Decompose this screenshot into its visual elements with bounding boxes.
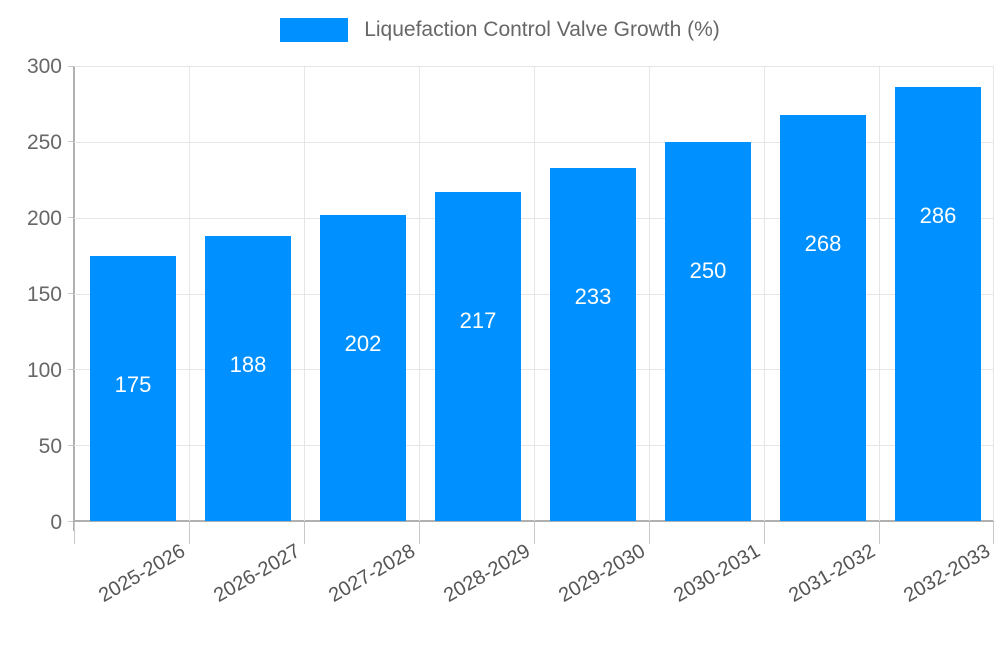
y-tick-mark-0 [68, 521, 75, 522]
vgridline-5 [649, 66, 650, 521]
legend-color-swatch-icon [280, 18, 349, 42]
bar-2027-2028[interactable]: 202 [320, 215, 406, 521]
y-tick-label-150: 150 [26, 283, 62, 306]
y-tick-mark-50 [68, 445, 75, 446]
bar-value-label: 188 [229, 352, 267, 377]
y-axis-spine [73, 66, 75, 531]
legend-label: Liquefaction Control Valve Growth (%) [364, 18, 720, 41]
y-tick-label-200: 200 [26, 207, 62, 230]
bar-2028-2029[interactable]: 217 [435, 192, 521, 521]
legend-item-series-0[interactable]: Liquefaction Control Valve Growth (%) [280, 18, 720, 42]
vgridline-2 [304, 66, 305, 521]
vgridline-1 [189, 66, 190, 521]
bar-value-label: 268 [804, 231, 842, 256]
x-tick-mark-0 [74, 522, 75, 544]
vgridline-8 [993, 66, 994, 521]
x-axis-spine [74, 520, 994, 522]
y-tick-mark-150 [68, 293, 75, 294]
vgridline-6 [764, 66, 765, 521]
x-tick-mark-8 [993, 522, 994, 544]
y-tick-label-100: 100 [26, 359, 62, 382]
bar-2026-2027[interactable]: 188 [205, 236, 291, 521]
y-tick-mark-200 [68, 217, 75, 218]
bar-2031-2032[interactable]: 268 [780, 115, 866, 521]
x-tick-mark-5 [649, 522, 650, 544]
bar-chart: Liquefaction Control Valve Growth (%) 0 … [0, 12, 1000, 607]
y-tick-label-300: 300 [26, 55, 62, 78]
x-tick-mark-3 [419, 522, 420, 544]
bar-2029-2030[interactable]: 233 [550, 168, 636, 521]
bar-2032-2033[interactable]: 286 [895, 87, 981, 521]
bar-value-label: 250 [689, 258, 727, 283]
plot-area: 175 188 202 217 233 250 268 286 [74, 66, 994, 521]
chart-legend: Liquefaction Control Valve Growth (%) [0, 12, 1000, 48]
bar-value-label: 202 [344, 331, 382, 356]
vgridline-4 [534, 66, 535, 521]
bar-value-label: 286 [919, 203, 957, 228]
vgridline-7 [879, 66, 880, 521]
y-tick-mark-300 [68, 66, 75, 67]
bar-value-label: 233 [574, 284, 612, 309]
bar-2025-2026[interactable]: 175 [90, 256, 176, 521]
y-tick-mark-100 [68, 369, 75, 370]
x-tick-mark-6 [764, 522, 765, 544]
x-tick-mark-7 [879, 522, 880, 544]
y-tick-mark-250 [68, 141, 75, 142]
y-tick-label-0: 0 [50, 511, 62, 534]
y-tick-label-250: 250 [26, 131, 62, 154]
y-tick-label-50: 50 [38, 435, 62, 458]
x-tick-mark-2 [304, 522, 305, 544]
bar-value-label: 217 [459, 308, 497, 333]
x-tick-mark-1 [189, 522, 190, 544]
vgridline-3 [419, 66, 420, 521]
bar-value-label: 175 [114, 372, 152, 397]
bar-2030-2031[interactable]: 250 [665, 142, 751, 521]
x-tick-mark-4 [534, 522, 535, 544]
